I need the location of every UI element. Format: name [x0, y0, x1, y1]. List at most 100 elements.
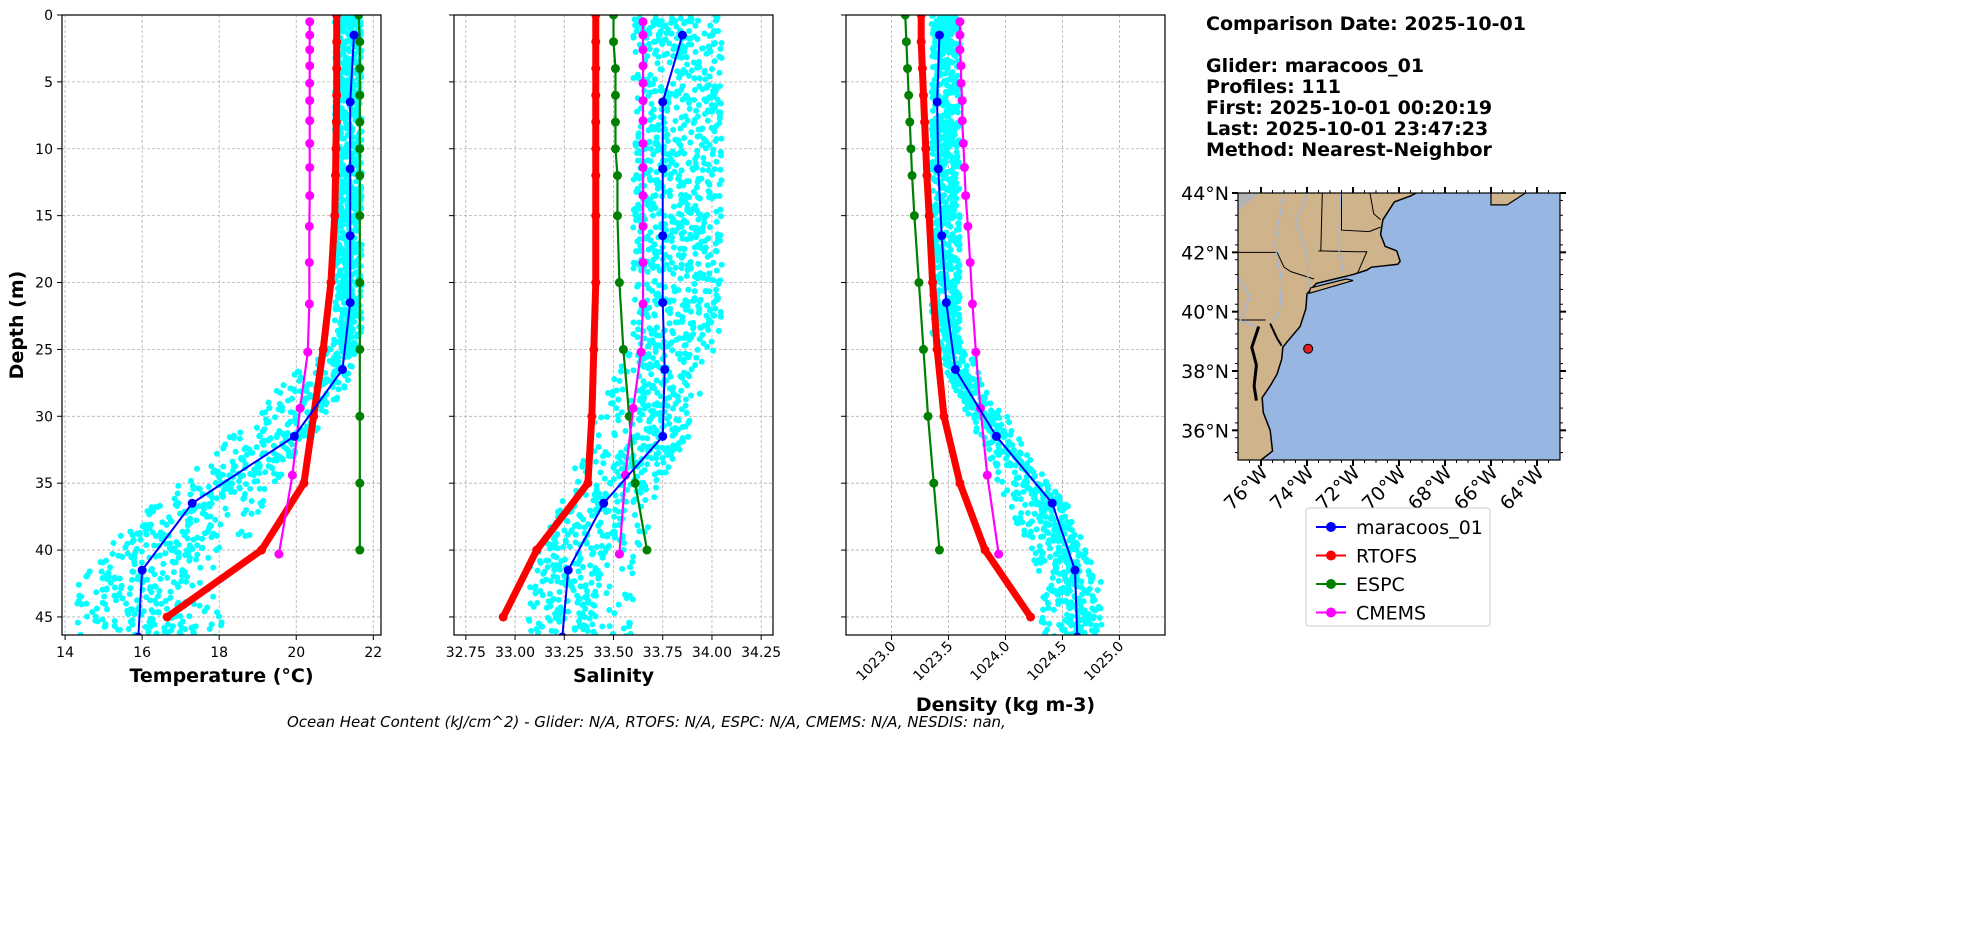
legend-label: CMEMS [1356, 603, 1426, 625]
raw-point [626, 592, 633, 599]
raw-point [170, 579, 177, 586]
raw-point [656, 282, 663, 289]
raw-point [946, 345, 953, 352]
raw-point [609, 400, 616, 407]
raw-point [238, 455, 245, 462]
raw-point [702, 145, 709, 152]
state-border [1320, 193, 1323, 251]
raw-point [248, 510, 255, 517]
raw-point [1042, 505, 1049, 512]
raw-point [177, 621, 184, 628]
data-point-rtofs [318, 344, 328, 354]
raw-point [684, 205, 691, 212]
raw-point [1028, 545, 1035, 552]
raw-point [620, 625, 627, 632]
raw-point [668, 19, 675, 26]
raw-point [651, 88, 658, 95]
raw-point [343, 70, 350, 77]
raw-point [577, 583, 584, 590]
raw-point [194, 635, 200, 641]
raw-point [1008, 503, 1015, 510]
raw-point [598, 414, 605, 421]
raw-point [942, 360, 949, 367]
raw-point [957, 339, 964, 346]
raw-point [634, 283, 641, 290]
raw-point [614, 468, 621, 475]
raw-point [1031, 510, 1038, 517]
raw-point [713, 158, 720, 165]
raw-point [332, 357, 339, 364]
raw-point [287, 385, 294, 392]
raw-point [648, 109, 655, 116]
raw-point [351, 318, 358, 325]
raw-point [1097, 579, 1104, 586]
raw-point [705, 167, 712, 174]
raw-point [711, 40, 718, 47]
raw-point [1091, 607, 1098, 614]
raw-point [629, 570, 636, 577]
raw-point [213, 495, 220, 502]
raw-point [586, 615, 593, 622]
raw-point [1052, 551, 1059, 558]
raw-point [1012, 462, 1019, 469]
raw-point [1040, 606, 1047, 613]
raw-point [194, 542, 201, 549]
raw-point [210, 469, 217, 476]
raw-point [693, 107, 700, 114]
raw-point [653, 484, 660, 491]
raw-point [606, 606, 613, 613]
raw-point [949, 231, 956, 238]
raw-point [961, 398, 968, 405]
raw-point [957, 388, 964, 395]
legend-marker [1326, 607, 1336, 618]
data-point-cmems [638, 257, 648, 267]
data-point-cmems [304, 221, 314, 231]
raw-point [636, 541, 643, 548]
raw-point [967, 374, 974, 381]
raw-point [691, 75, 698, 82]
nova-scotia [1490, 193, 1527, 206]
raw-point [194, 465, 201, 472]
data-point-cmems [303, 347, 313, 357]
raw-point [175, 554, 182, 561]
raw-point [634, 157, 641, 164]
raw-point [678, 261, 685, 268]
raw-point [667, 340, 674, 347]
raw-point [954, 381, 961, 388]
raw-point [940, 159, 947, 166]
raw-point [632, 48, 639, 55]
raw-point [1045, 540, 1052, 547]
raw-point [326, 358, 333, 365]
raw-point [119, 553, 126, 560]
raw-point [694, 147, 701, 154]
raw-point [663, 261, 670, 268]
legend-box [1305, 507, 1491, 627]
raw-point [640, 378, 647, 385]
raw-point [539, 623, 546, 630]
raw-point [933, 17, 940, 24]
raw-point [180, 635, 186, 641]
raw-point [642, 497, 649, 504]
raw-point [552, 610, 559, 617]
raw-point [614, 453, 621, 460]
raw-point [947, 253, 954, 260]
raw-point [207, 522, 214, 529]
raw-point [685, 286, 692, 293]
raw-point [1096, 614, 1103, 621]
raw-point [349, 327, 356, 334]
raw-point [279, 404, 286, 411]
y-tick-label: 45 [35, 610, 53, 626]
data-point-rtofs [932, 344, 942, 354]
data-point-espc [918, 344, 928, 354]
y-axis-label: Depth (m) [6, 271, 28, 380]
raw-point [550, 553, 557, 560]
raw-point [678, 167, 685, 174]
data-point-espc [618, 344, 628, 354]
raw-point [645, 389, 652, 396]
raw-point [208, 500, 215, 507]
raw-point [704, 321, 711, 328]
data-point-cmems [638, 138, 648, 148]
raw-point [332, 299, 339, 306]
raw-point [666, 266, 673, 273]
data-point-rtofs [591, 90, 601, 100]
